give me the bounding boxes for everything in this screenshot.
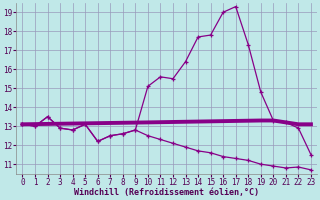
X-axis label: Windchill (Refroidissement éolien,°C): Windchill (Refroidissement éolien,°C) xyxy=(74,188,259,197)
